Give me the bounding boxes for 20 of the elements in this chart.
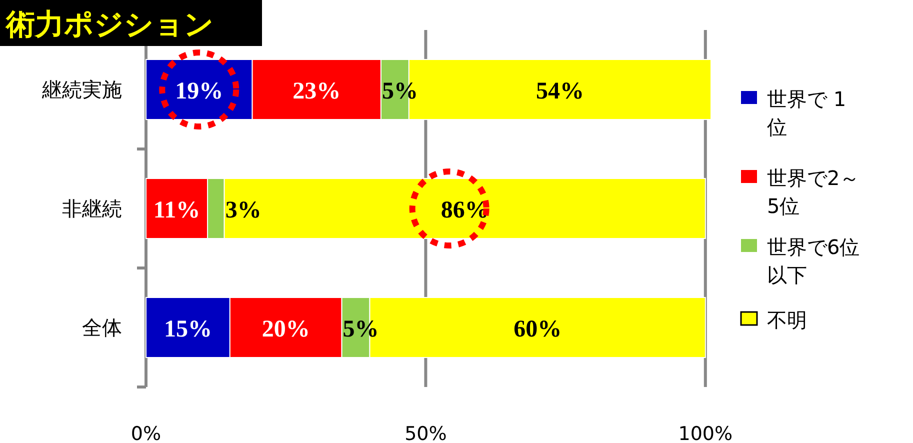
chart-title: 術力ポジション [5,7,214,41]
data-label: 19% [175,78,224,104]
data-label: 15% [164,316,212,342]
legend-label: 世界で 1位 [767,87,846,139]
y-tick-label: 非継続 [62,196,122,220]
x-tick-label: 100% [678,423,733,443]
data-label: 54% [536,78,584,104]
y-tick-label: 継続実施 [41,78,122,102]
data-label: 3% [225,198,262,224]
x-tick-label: 0% [130,423,162,443]
data-label: 23% [292,78,341,104]
legend-label: 世界で2～5位 [767,166,860,218]
y-tick-label: 全体 [82,316,122,340]
legend-label: 不明 [767,308,807,332]
data-label: 20% [262,316,310,342]
x-tick-label: 50% [404,423,447,443]
legend-label: 世界で6位以下 [767,235,860,287]
data-label: 11% [153,198,200,224]
data-label: 60% [514,316,562,342]
data-label: 86% [440,198,489,224]
